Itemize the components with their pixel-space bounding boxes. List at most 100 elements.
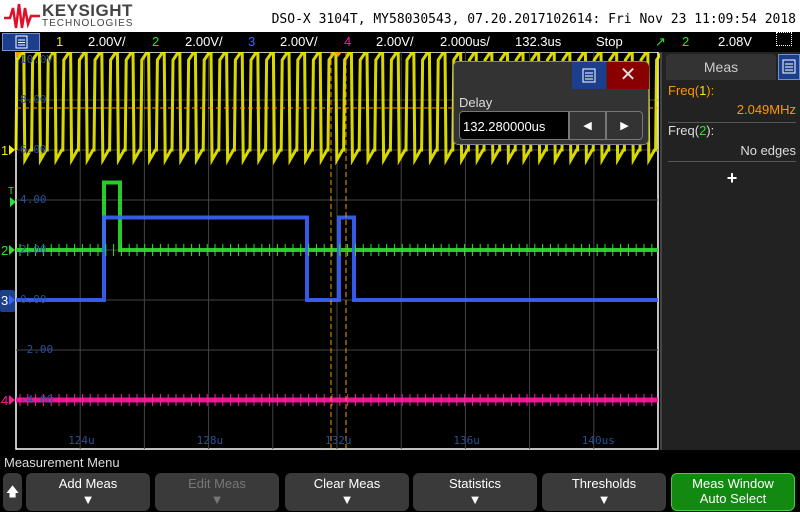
trigger-marker: T — [8, 186, 14, 197]
delay-dialog: ✕ Delay 132.280000us ◀ ▶ — [453, 61, 649, 145]
timebase[interactable]: 2.000us/ — [440, 34, 490, 49]
meas-2-value: No edges — [740, 143, 796, 158]
menu-icon — [582, 68, 596, 83]
up-arrow-icon: 🡅 — [5, 484, 20, 499]
v-label: 0.00 — [20, 293, 47, 306]
meas-name: Freq( — [668, 83, 700, 98]
trigger-point-marker — [334, 52, 342, 57]
ch1-label[interactable]: 1 — [56, 34, 64, 49]
trigger-level-icon — [10, 197, 16, 207]
t-label: 128u — [197, 434, 224, 447]
meas-name: Freq( — [668, 123, 700, 138]
decrement-button[interactable]: ◀ — [569, 111, 606, 140]
thresholds-button[interactable]: Thresholds ▼ — [542, 473, 666, 511]
waveform-display[interactable]: 10.0V 8.00 6.00 4.00 2.00 0.00 -2.00 -4.00 124u 1… — [0, 52, 660, 450]
ch2-label[interactable]: 2 — [152, 34, 160, 49]
ch4-label[interactable]: 4 — [344, 34, 352, 49]
down-arrow-icon: ▼ — [597, 492, 611, 507]
down-arrow-icon: ▼ — [210, 492, 224, 507]
softkey-label: Meas Window — [692, 476, 774, 491]
ground-marker-icon — [9, 145, 15, 155]
header: KEYSIGHT TECHNOLOGIES DSO-X 3104T, MY580… — [0, 0, 800, 32]
menu-icon — [782, 59, 796, 74]
v-label: -2.00 — [20, 343, 53, 356]
channel-2-marker: 2 — [1, 243, 8, 258]
meas-name-end: ): — [706, 123, 715, 138]
v-label: 8.00 — [20, 93, 47, 106]
run-state[interactable]: Stop — [596, 34, 623, 49]
divider — [668, 161, 796, 162]
meas-menu-button[interactable] — [778, 54, 800, 80]
down-arrow-icon: ▼ — [81, 492, 95, 507]
t-label: 124u — [68, 434, 95, 447]
instrument-id: DSO-X 3104T, MY58030543, 07.20.201710261… — [271, 12, 796, 27]
meas-window-button[interactable]: Meas Window Auto Select — [671, 473, 795, 511]
meas-source: 1 — [699, 83, 707, 98]
main-menu-button[interactable] — [2, 33, 40, 51]
ch2-scale[interactable]: 2.00V/ — [185, 34, 223, 49]
channel-1-marker: 1 — [1, 143, 8, 158]
ch3-marker-bg — [0, 290, 15, 312]
close-icon[interactable]: ✕ — [607, 62, 649, 89]
edit-meas-button[interactable]: Edit Meas ▼ — [155, 473, 279, 511]
add-meas-button[interactable]: Add Meas ▼ — [26, 473, 150, 511]
ch3-label[interactable]: 3 — [248, 34, 256, 49]
t-label: 132u — [325, 434, 352, 447]
traces — [14, 52, 660, 449]
meas-source: 2 — [699, 123, 707, 138]
delay-input[interactable]: 132.280000us — [459, 111, 569, 140]
softkey-label: Thresholds — [571, 476, 637, 491]
down-arrow-icon: ▼ — [468, 492, 482, 507]
trigger-level[interactable]: 2.08V — [718, 34, 752, 49]
t-label: 140us — [582, 434, 615, 447]
softkey-label: Add Meas — [58, 476, 118, 491]
delay-readout[interactable]: 132.3us — [515, 34, 562, 49]
trigger-edge-icon: ↗ — [655, 34, 666, 49]
v-label: 4.00 — [20, 193, 47, 206]
softkey-label: Edit Meas — [188, 476, 246, 491]
ch1-scale[interactable]: 2.00V/ — [88, 34, 126, 49]
brand-sub: TECHNOLOGIES — [42, 18, 134, 29]
t-label: 136u — [453, 434, 480, 447]
softkey-label-2: Auto Select — [699, 491, 767, 506]
menu-title: Measurement Menu — [4, 455, 120, 470]
back-up-button[interactable]: 🡅 — [3, 473, 22, 511]
statistics-button[interactable]: Statistics ▼ — [413, 473, 537, 511]
status-bar: 1 2.00V/ 2 2.00V/ 3 2.00V/ 4 2.00V/ 2.00… — [0, 32, 800, 52]
add-meas-icon[interactable]: + — [726, 168, 738, 188]
increment-button[interactable]: ▶ — [606, 111, 643, 140]
softkey-label: Statistics — [448, 476, 501, 491]
meas-1-value: 2.049MHz — [736, 102, 796, 117]
ch2-trace — [16, 180, 658, 252]
v-label: -4.00 — [20, 393, 53, 406]
softkey-label: Clear Meas — [313, 476, 381, 491]
zoom-box-icon[interactable] — [776, 32, 792, 46]
ch3-scale[interactable]: 2.00V/ — [280, 34, 318, 49]
channel-3-marker: 3 — [1, 293, 8, 308]
brand: KEYSIGHT — [42, 1, 133, 20]
time-ref-marker — [16, 52, 22, 58]
v-label: 6.00 — [20, 143, 47, 156]
delay-label: Delay — [459, 95, 493, 110]
meas-2-name[interactable]: Freq(2): — [668, 123, 796, 138]
menu-icon — [15, 35, 28, 49]
down-arrow-icon: ▼ — [340, 492, 354, 507]
v-label: 2.00 — [20, 243, 47, 256]
dialog-menu-button[interactable] — [572, 62, 606, 89]
ch4-scale[interactable]: 2.00V/ — [376, 34, 414, 49]
ground-marker-icon — [9, 245, 15, 255]
trigger-source[interactable]: 2 — [682, 34, 690, 49]
meas-panel: Meas Freq(1): 2.049MHz Freq(2): No edges… — [660, 52, 800, 450]
keysight-logo-icon — [4, 3, 40, 29]
channel-4-marker: 4 — [1, 393, 8, 408]
v-label: 10.0V — [20, 53, 53, 66]
ch1-trace — [14, 52, 660, 166]
tab-meas[interactable]: Meas — [666, 54, 776, 80]
ground-marker-icon — [9, 395, 15, 405]
ground-marker-icon — [9, 295, 15, 305]
ch3-trace — [16, 215, 658, 302]
clear-meas-button[interactable]: Clear Meas ▼ — [285, 473, 409, 511]
meas-name-end: ): — [706, 83, 715, 98]
meas-1-name[interactable]: Freq(1): — [668, 83, 796, 98]
divider — [668, 122, 796, 123]
